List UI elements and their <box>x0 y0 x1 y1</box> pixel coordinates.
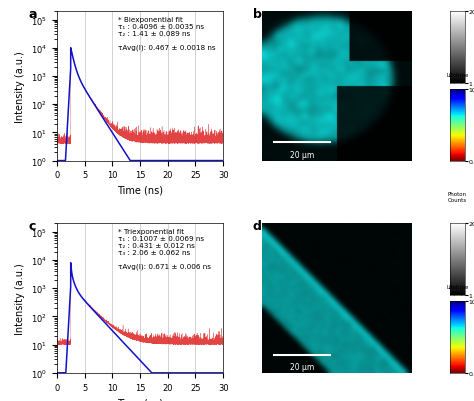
Text: b: b <box>253 8 262 20</box>
Text: Lifetime
(ns): Lifetime (ns) <box>446 285 468 296</box>
Text: * Triexponential fit
τ₁ : 0.1007 ± 0.0069 ns
τ₂ : 0.431 ± 0.012 ns
τ₃ : 2.06 ± 0: * Triexponential fit τ₁ : 0.1007 ± 0.006… <box>118 228 211 269</box>
Text: * Biexponential fit
τ₁ : 0.4096 ± 0.0035 ns
τ₂ : 1.41 ± 0.089 ns

τAvg(I): 0.467: * Biexponential fit τ₁ : 0.4096 ± 0.0035… <box>118 16 216 51</box>
Text: 20 μm: 20 μm <box>290 151 314 160</box>
Text: c: c <box>28 219 36 232</box>
Text: a: a <box>28 8 37 20</box>
X-axis label: Time (ns): Time (ns) <box>117 185 163 195</box>
Text: Lifetime
(ns): Lifetime (ns) <box>446 73 468 84</box>
Y-axis label: Intensity (a.u.): Intensity (a.u.) <box>16 51 26 122</box>
X-axis label: Time (ns): Time (ns) <box>117 397 163 401</box>
Text: d: d <box>253 219 262 232</box>
Y-axis label: Intensity (a.u.): Intensity (a.u.) <box>16 263 26 334</box>
Text: Photon
Counts: Photon Counts <box>448 192 467 202</box>
Text: 20 μm: 20 μm <box>290 363 314 371</box>
